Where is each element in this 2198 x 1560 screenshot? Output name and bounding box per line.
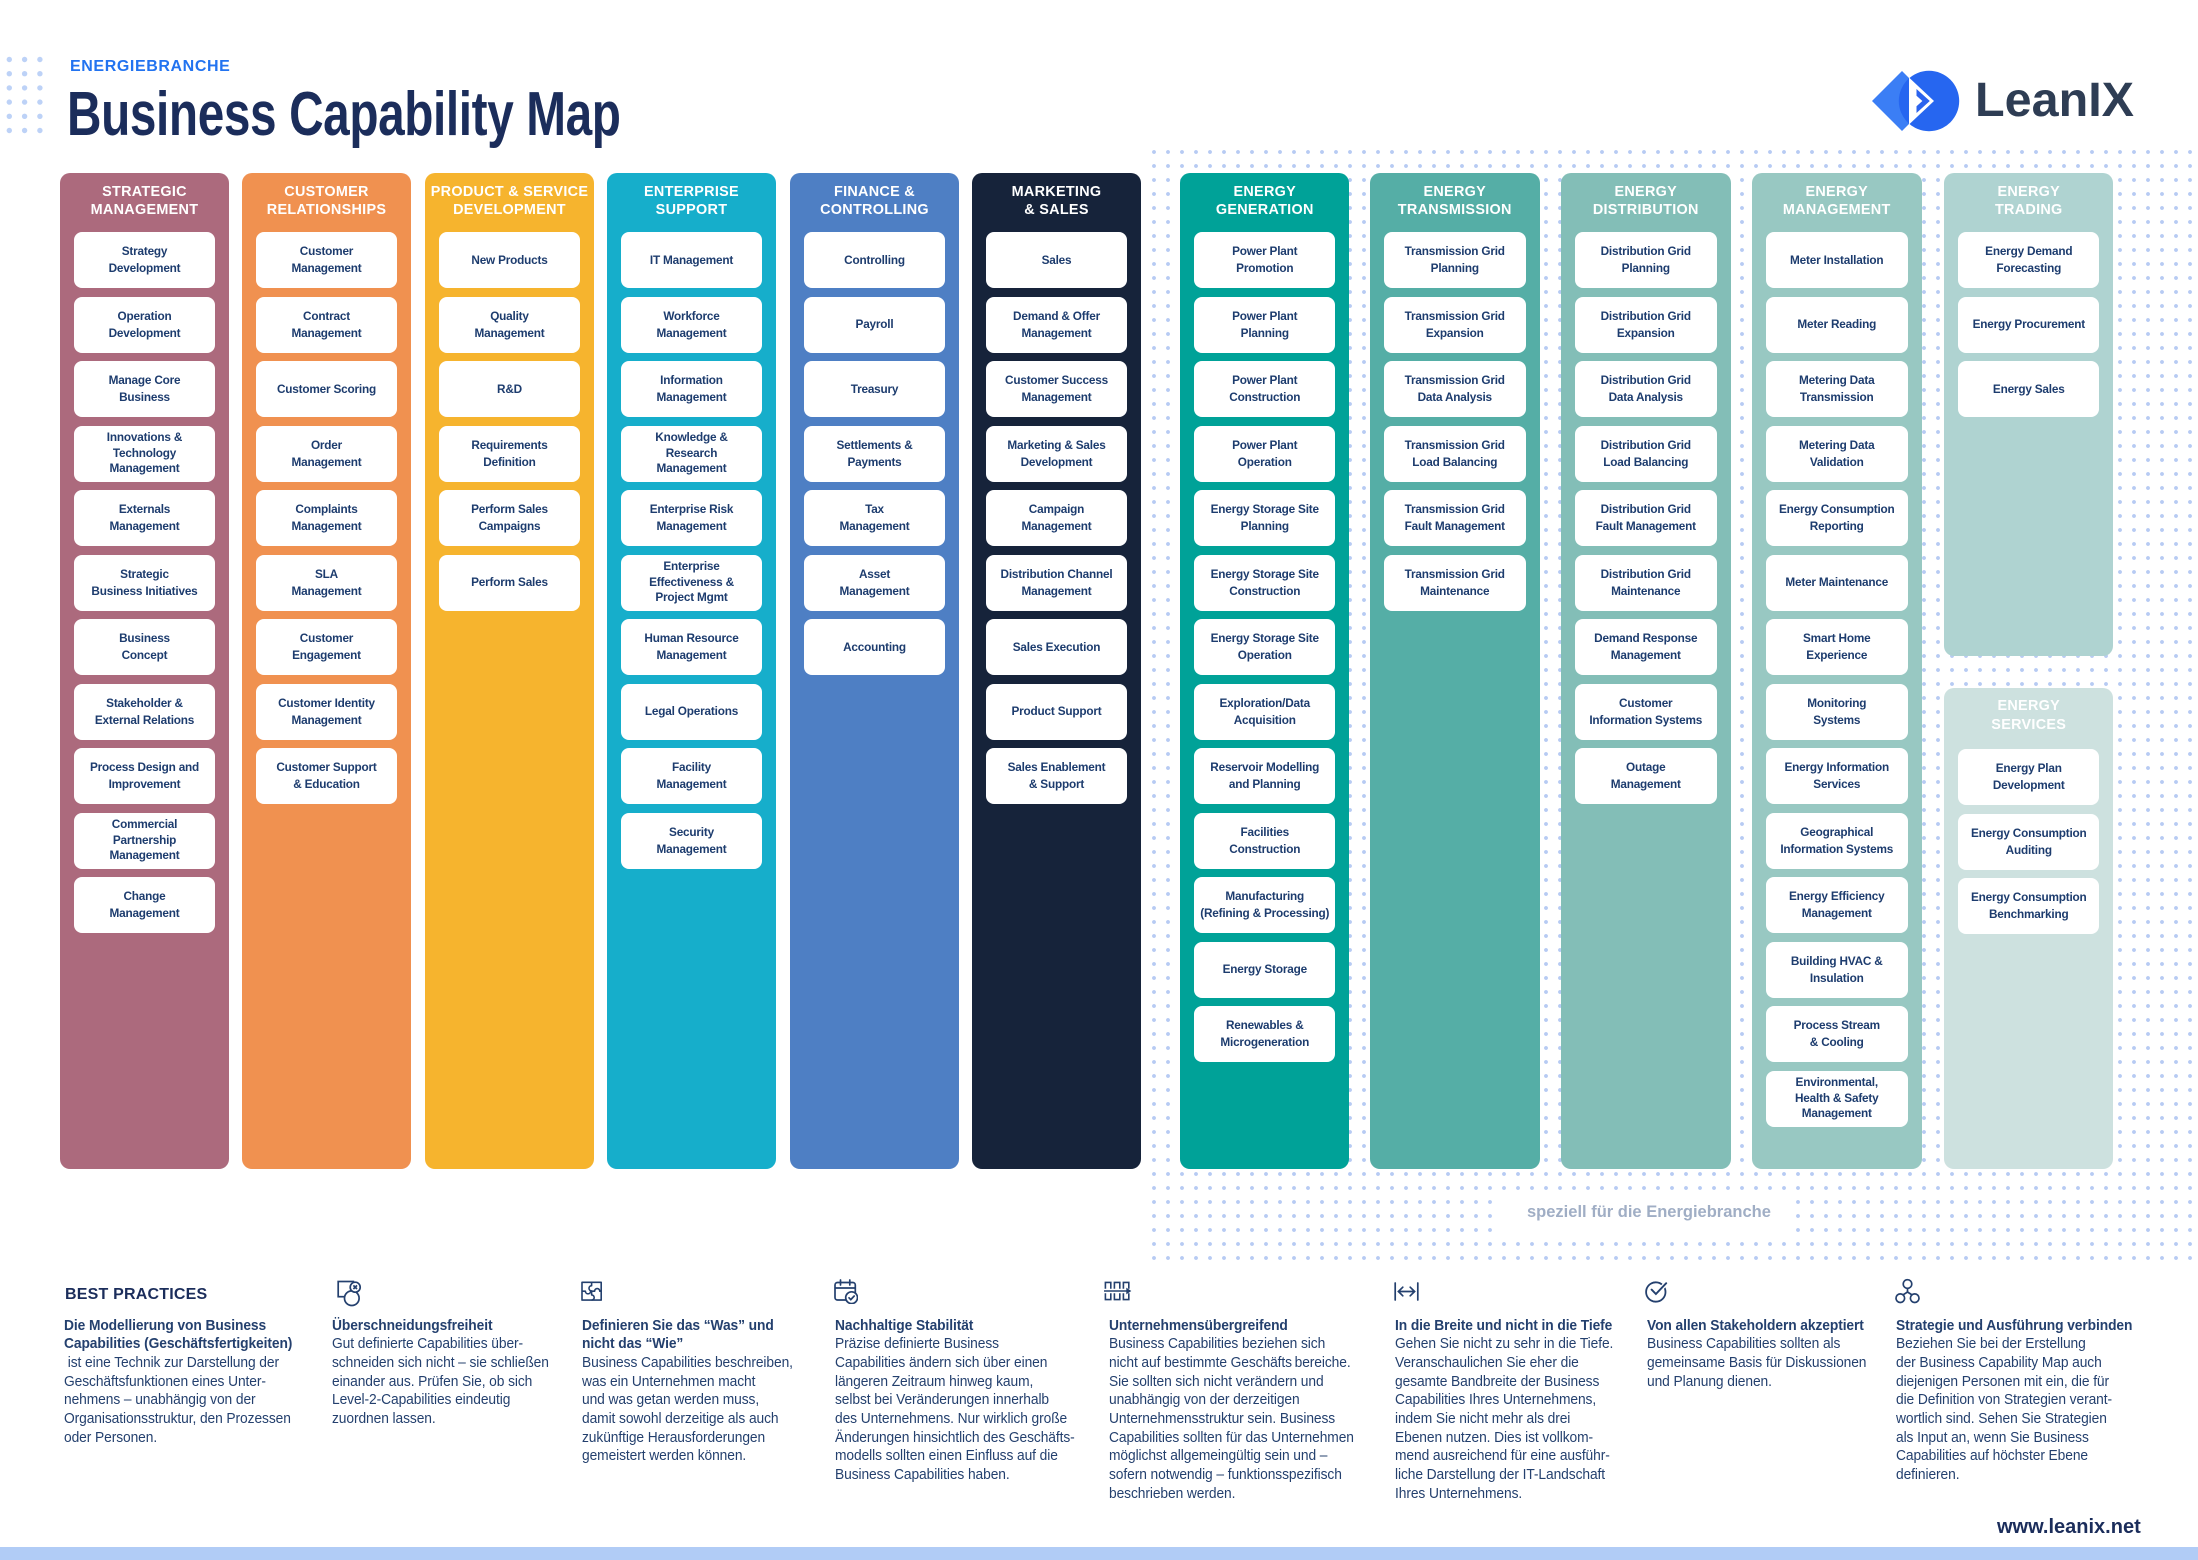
- svg-text:LeanIX: LeanIX: [1975, 73, 2134, 127]
